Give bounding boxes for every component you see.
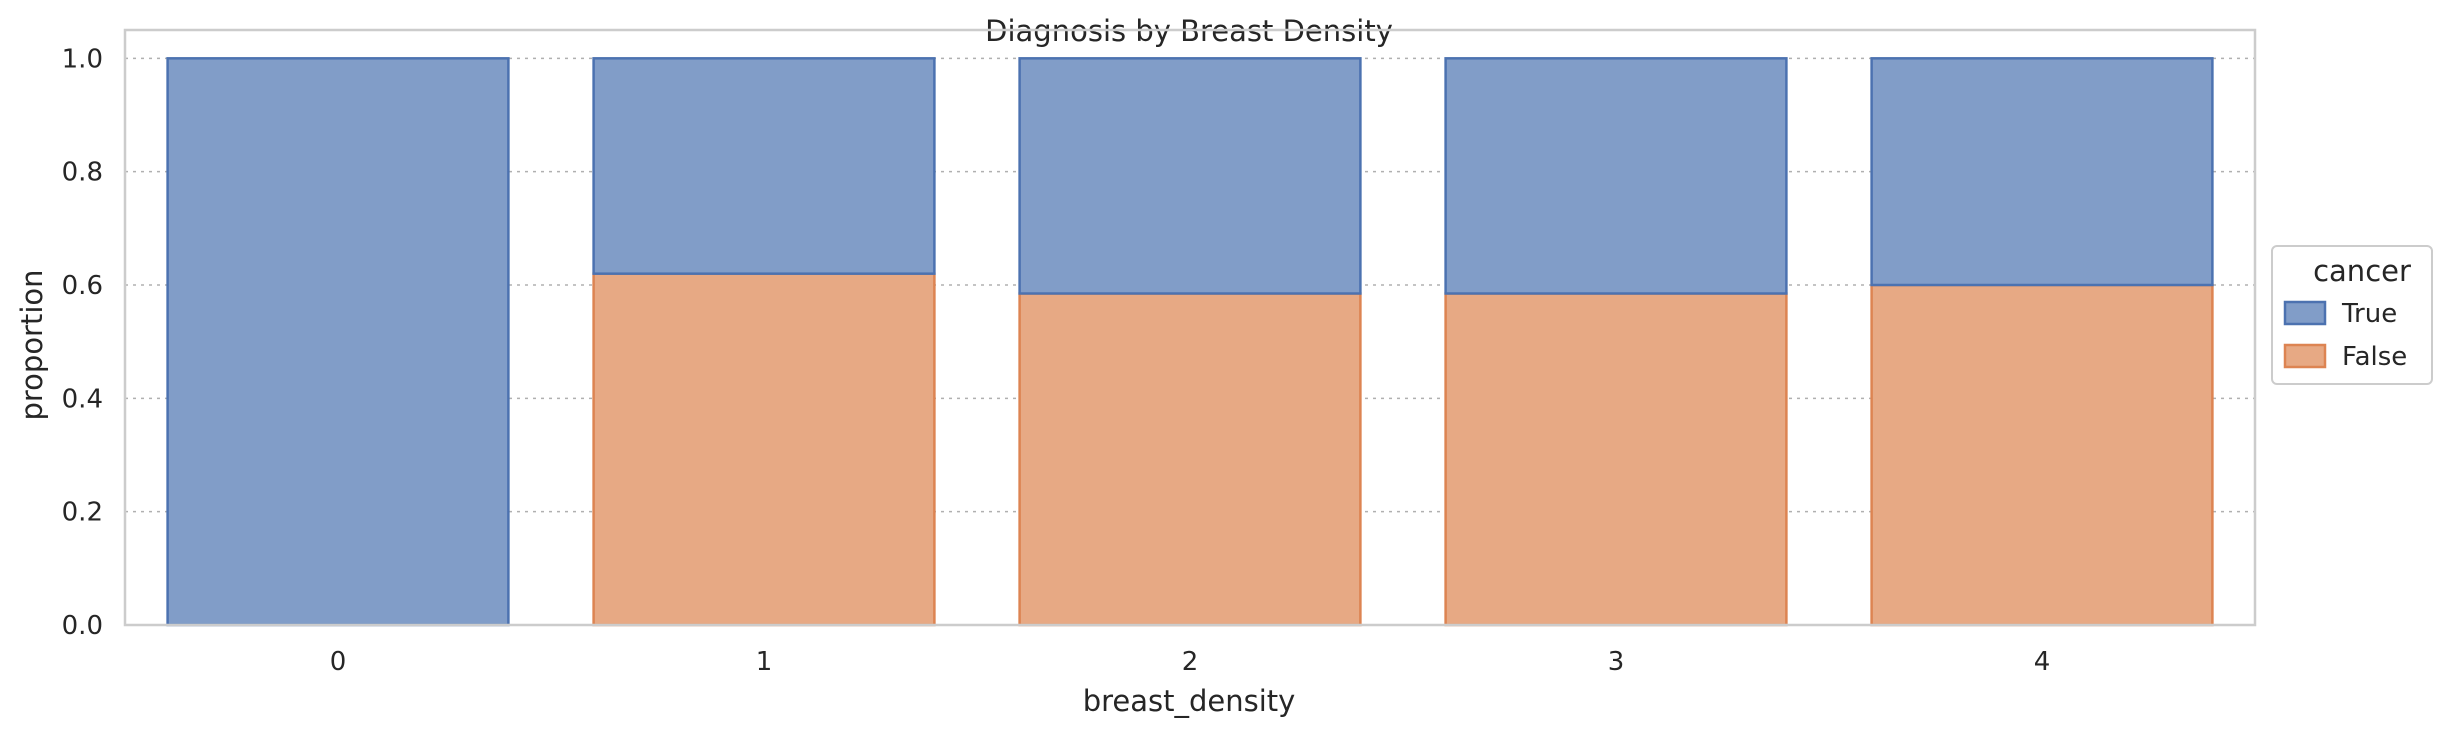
legend-label-false: False — [2342, 342, 2407, 372]
bar-segment-false-2 — [1018, 292, 1362, 627]
x-tick-label: 2 — [1182, 647, 1199, 677]
x-axis-label: breast_density — [1083, 684, 1296, 718]
y-tick-label: 1.0 — [62, 44, 103, 74]
x-tick-labels: 0 1 2 3 4 — [330, 647, 2051, 677]
bar-segment-true-1 — [592, 57, 936, 275]
y-tick-label: 0.8 — [62, 158, 103, 188]
bar-segment-true-3 — [1444, 57, 1788, 295]
y-tick-label: 0.0 — [62, 611, 103, 641]
y-tick-label: 0.4 — [62, 384, 103, 414]
x-tick-label: 4 — [2034, 647, 2051, 677]
bar-segment-false-4 — [1870, 283, 2214, 627]
bar-segment-true-0 — [166, 57, 510, 627]
bar-segment-false-1 — [592, 272, 936, 627]
y-tick-label: 0.2 — [62, 498, 103, 528]
x-tick-label: 1 — [756, 647, 773, 677]
bar-segment-true-2 — [1018, 57, 1362, 295]
bar-segment-false-3 — [1444, 292, 1788, 627]
y-axis-label: proportion — [15, 269, 49, 420]
legend-title: cancer — [2313, 254, 2411, 288]
legend-items: True False — [2283, 299, 2407, 372]
y-tick-label: 0.6 — [62, 271, 103, 301]
legend-swatch-false — [2283, 343, 2327, 369]
legend-label-true: True — [2341, 299, 2397, 329]
plot-frame — [123, 28, 2257, 627]
x-tick-label: 0 — [330, 647, 347, 677]
legend: cancer True False — [2271, 245, 2433, 385]
y-tick-labels: 0.0 0.2 0.4 0.6 0.8 1.0 — [62, 44, 103, 641]
legend-swatch-true — [2283, 300, 2327, 326]
x-tick-label: 3 — [1608, 647, 1625, 677]
bars — [166, 57, 2214, 627]
bar-segment-true-4 — [1870, 57, 2214, 287]
